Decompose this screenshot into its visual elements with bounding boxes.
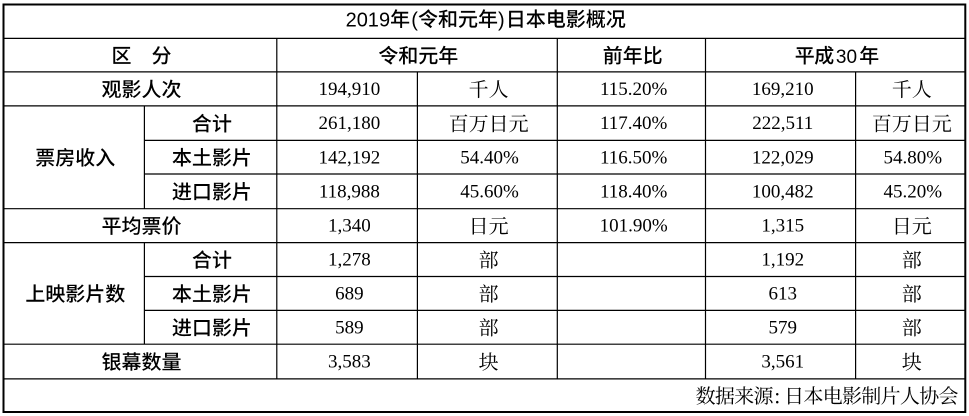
svg-text:30: 30 — [836, 47, 857, 68]
svg-text:(: ( — [411, 9, 418, 31]
svg-text:613: 613 — [769, 284, 798, 305]
svg-text:142,192: 142,192 — [319, 147, 381, 168]
svg-text:54.80%: 54.80% — [884, 147, 943, 168]
svg-text:1,192: 1,192 — [761, 250, 804, 271]
svg-text:122,029: 122,029 — [752, 147, 814, 168]
svg-text:3,583: 3,583 — [328, 352, 371, 373]
svg-text:9: 9 — [379, 9, 390, 31]
svg-text:0: 0 — [357, 9, 368, 31]
svg-text:194,910: 194,910 — [319, 79, 381, 100]
svg-text:261,180: 261,180 — [319, 113, 381, 134]
svg-text:689: 689 — [335, 284, 364, 305]
svg-text:54.40%: 54.40% — [460, 147, 519, 168]
svg-text:45.20%: 45.20% — [884, 181, 943, 202]
svg-text:101.90%: 101.90% — [600, 216, 668, 237]
svg-text:): ) — [498, 9, 505, 31]
svg-text:118,988: 118,988 — [319, 181, 380, 202]
svg-text:100,482: 100,482 — [752, 181, 814, 202]
svg-text:169,210: 169,210 — [752, 79, 814, 100]
svg-text:1,278: 1,278 — [328, 250, 371, 271]
svg-text:116.50%: 116.50% — [600, 147, 668, 168]
svg-text:1: 1 — [368, 9, 379, 31]
svg-text:1,315: 1,315 — [761, 216, 804, 237]
svg-text:45.60%: 45.60% — [460, 181, 519, 202]
svg-text:2: 2 — [346, 9, 357, 31]
svg-text:115.20%: 115.20% — [600, 79, 668, 100]
svg-text:589: 589 — [335, 317, 364, 338]
svg-text:222,511: 222,511 — [752, 113, 813, 134]
svg-text:118.40%: 118.40% — [600, 181, 668, 202]
svg-text:117.40%: 117.40% — [600, 113, 668, 134]
svg-text:3,561: 3,561 — [761, 352, 804, 373]
svg-text:579: 579 — [769, 317, 798, 338]
svg-text:1,340: 1,340 — [328, 216, 371, 237]
